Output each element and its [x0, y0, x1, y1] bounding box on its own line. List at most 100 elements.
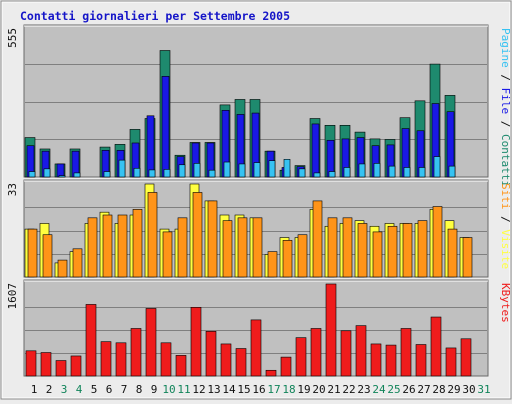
- bar-pagine-day-14: [223, 161, 231, 178]
- bar-kbytes-day-18: [280, 356, 292, 377]
- bar-kbytes-day-8: [130, 328, 142, 377]
- legend-entry: /: [499, 210, 512, 230]
- bar-siti-day-28: [432, 206, 443, 278]
- bar-siti-day-14: [222, 220, 233, 278]
- legend-entry: KBytes: [499, 283, 512, 323]
- x-tick-label: 5: [91, 383, 98, 396]
- x-tick-label: 14: [222, 383, 236, 396]
- x-tick-label: 21: [327, 383, 340, 396]
- bar-siti-day-13: [207, 200, 218, 278]
- bar-pagine-day-23: [358, 163, 366, 178]
- bar-pagine-day-12: [193, 163, 201, 178]
- x-tick-label: 23: [357, 383, 370, 396]
- x-tick-label: 12: [192, 383, 205, 396]
- bar-kbytes-day-17: [265, 369, 277, 377]
- bar-pagine-day-17: [268, 160, 276, 178]
- bar-pagine-day-13: [208, 169, 216, 178]
- bar-siti-day-26: [402, 223, 413, 278]
- bar-siti-day-9: [147, 192, 158, 278]
- bar-kbytes-day-3: [55, 360, 67, 377]
- bar-kbytes-day-9: [145, 308, 157, 377]
- bar-siti-day-6: [102, 214, 113, 278]
- bar-pagine-day-6: [103, 171, 111, 178]
- x-tick-label: 8: [136, 383, 143, 396]
- x-tick-label: 25: [387, 383, 400, 396]
- bar-kbytes-day-12: [190, 307, 202, 377]
- x-tick-label: 9: [151, 383, 158, 396]
- x-tick-label: 29: [447, 383, 460, 396]
- panel-contatti: 555 Pagine / File / Contatti: [6, 24, 512, 187]
- bar-pagine-day-25: [388, 165, 396, 178]
- bar-kbytes-day-6: [100, 341, 112, 377]
- bar-kbytes-day-25: [385, 344, 397, 377]
- bar-kbytes-day-1: [25, 350, 37, 377]
- bar-siti-day-16: [252, 217, 263, 278]
- bar-pagine-day-16: [253, 162, 261, 178]
- x-tick-label: 1: [31, 383, 38, 396]
- legend: Siti / Visite: [499, 183, 512, 269]
- series-kbytes: [25, 283, 472, 377]
- bar-siti-day-17: [267, 251, 278, 278]
- bar-pagine-day-15: [238, 163, 246, 178]
- bar-pagine-day-7: [118, 159, 126, 178]
- x-tick-label: 17: [267, 383, 280, 396]
- bar-siti-day-7: [117, 214, 128, 278]
- bar-kbytes-day-22: [340, 330, 352, 377]
- x-tick-label: 22: [342, 383, 355, 396]
- bar-kbytes-day-13: [205, 331, 217, 377]
- chart-title: Contatti giornalieri per Settembre 2005: [20, 9, 290, 23]
- x-tick-label: 6: [106, 383, 113, 396]
- bar-kbytes-day-19: [295, 337, 307, 377]
- x-tick-label: 19: [297, 383, 310, 396]
- y-max-label: 33: [6, 183, 19, 196]
- bar-pagine-day-3: [58, 175, 66, 178]
- bar-siti-day-8: [132, 209, 143, 278]
- bar-pagine-day-19: [298, 168, 306, 178]
- panel-kbytes: 1607 KBytes: [6, 279, 512, 377]
- bar-kbytes-day-5: [85, 304, 97, 377]
- x-tick-label: 18: [282, 383, 295, 396]
- bar-kbytes-day-10: [160, 342, 172, 377]
- bar-file-day-10: [161, 76, 170, 178]
- x-tick-label: 27: [417, 383, 430, 396]
- bar-siti-day-18: [282, 240, 293, 278]
- bar-kbytes-day-30: [460, 338, 472, 377]
- x-tick-label: 20: [312, 383, 325, 396]
- bar-siti-day-27: [417, 220, 428, 278]
- y-max-label: 1607: [6, 283, 19, 310]
- bar-kbytes-day-11: [175, 355, 187, 377]
- x-tick-label: 11: [177, 383, 190, 396]
- bar-siti-day-21: [327, 217, 338, 278]
- x-tick-label: 4: [76, 383, 83, 396]
- x-tick-label: 2: [46, 383, 53, 396]
- bar-kbytes-day-15: [235, 348, 247, 377]
- bar-pagine-day-21: [328, 171, 336, 178]
- bar-siti-day-20: [312, 200, 323, 278]
- bar-siti-day-15: [237, 217, 248, 278]
- bar-siti-day-29: [447, 228, 458, 278]
- bar-pagine-day-9: [148, 169, 156, 178]
- bar-pagine-day-11: [178, 164, 186, 178]
- bar-pagine-day-10: [163, 169, 171, 178]
- bar-kbytes-day-20: [310, 328, 322, 377]
- bar-kbytes-day-26: [400, 328, 412, 377]
- x-tick-label: 3: [61, 383, 68, 396]
- panel-visite: 33 Siti / Visite: [6, 179, 512, 278]
- bar-kbytes-day-2: [40, 352, 52, 377]
- bar-siti-day-24: [372, 231, 383, 278]
- bar-pagine-day-28: [433, 156, 441, 178]
- bar-pagine-day-20: [313, 172, 321, 178]
- bar-siti-day-19: [297, 234, 308, 278]
- bar-kbytes-day-24: [370, 343, 382, 377]
- legend: KBytes: [499, 283, 512, 323]
- bar-siti-day-10: [162, 231, 173, 278]
- bar-pagine-day-2: [43, 168, 51, 178]
- bar-pagine-day-8: [133, 167, 141, 178]
- bar-pagine-day-18: [283, 159, 291, 178]
- bar-kbytes-day-14: [220, 343, 232, 377]
- bar-siti-day-5: [87, 217, 98, 278]
- bar-siti-day-22: [342, 217, 353, 278]
